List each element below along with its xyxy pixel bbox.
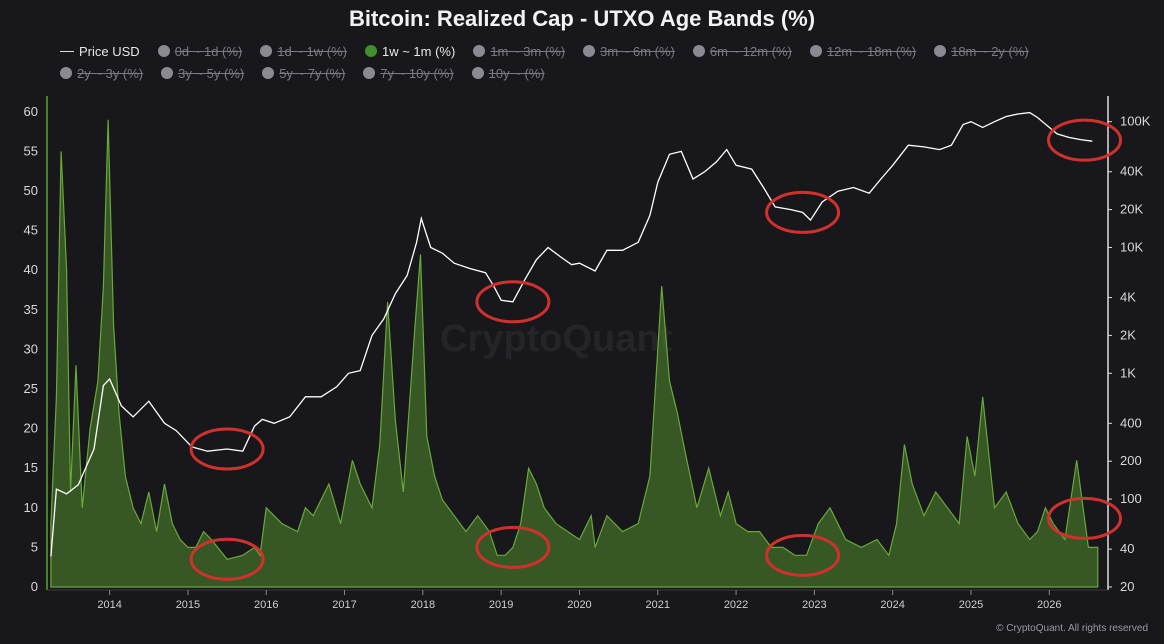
y-left-tick-label: 60	[24, 104, 38, 119]
x-tick-label: 2018	[411, 599, 435, 611]
y-right-tick-label: 400	[1120, 415, 1142, 430]
legend-label: 18m ~ 2y (%)	[951, 44, 1029, 59]
y-right-tick-label: 20	[1120, 579, 1134, 594]
y-right-tick-label: 1K	[1120, 365, 1136, 380]
legend-swatch	[934, 45, 947, 57]
y-right-tick-label: 4K	[1120, 290, 1136, 305]
y-left-tick-label: 55	[24, 143, 38, 158]
annotation-ellipse-1	[475, 280, 551, 324]
legend-swatch	[161, 67, 174, 79]
legend-swatch	[809, 45, 822, 57]
y-left-tick-label: 5	[31, 539, 38, 554]
annotation-ellipse-5	[475, 525, 551, 569]
legend-label: 1w ~ 1m (%)	[382, 44, 456, 59]
x-tick-label: 2015	[176, 599, 200, 611]
y-left-tick-label: 45	[24, 223, 38, 238]
y-right-tick-label: 10K	[1120, 239, 1143, 254]
legend-swatch	[692, 45, 705, 57]
legend-item-10[interactable]: 3y ~ 5y (%)	[161, 63, 244, 85]
x-tick-label: 2026	[1037, 599, 1061, 611]
copyright-text: © CryptoQuant. All rights reserved	[996, 623, 1148, 634]
annotation-ellipse-0	[189, 427, 265, 471]
legend-item-4[interactable]: 1m ~ 3m (%)	[473, 41, 565, 63]
legend-label: 7y ~ 10y (%)	[380, 66, 454, 81]
legend-item-2[interactable]: 1d ~ 1w (%)	[260, 41, 347, 63]
x-tick-label: 2017	[332, 599, 356, 611]
y-left-tick-label: 50	[24, 183, 38, 198]
legend-item-11[interactable]: 5y ~ 7y (%)	[262, 63, 345, 85]
x-tick-label: 2014	[97, 599, 121, 611]
legend-label: 1m ~ 3m (%)	[490, 44, 566, 59]
legend-item-3[interactable]: 1w ~ 1m (%)	[365, 41, 455, 63]
y-left-tick-label: 30	[24, 341, 38, 356]
legend-label: 1d ~ 1w (%)	[277, 44, 347, 59]
y-left-tick-label: 25	[24, 381, 38, 396]
chart-title: Bitcoin: Realized Cap - UTXO Age Bands (…	[348, 6, 816, 31]
y-left-tick-label: 40	[24, 262, 38, 277]
legend-label: 0d ~ 1d (%)	[174, 44, 243, 59]
area-series-1w-1m	[50, 119, 1099, 588]
legend-swatch	[471, 67, 484, 79]
x-tick-label: 2022	[724, 599, 748, 611]
y-right-tick-label: 100K	[1120, 114, 1151, 129]
x-tick-label: 2020	[567, 599, 591, 611]
legend-item-13[interactable]: 10y ~ (%)	[471, 63, 545, 85]
annotation-ellipse-4	[189, 537, 265, 581]
y-right-tick-label: 200	[1120, 453, 1142, 468]
legend-item-6[interactable]: 6m ~ 12m (%)	[692, 41, 792, 63]
x-tick-label: 2024	[880, 599, 904, 611]
legend-swatch	[473, 45, 486, 57]
legend-item-5[interactable]: 3m ~ 6m (%)	[583, 41, 675, 63]
legend-swatch	[363, 67, 376, 79]
legend-label: 6m ~ 12m (%)	[709, 44, 792, 59]
legend-swatch	[365, 45, 377, 57]
y-right-tick-label: 20K	[1120, 202, 1143, 217]
x-tick-label: 2023	[802, 599, 826, 611]
legend-item-7[interactable]: 12m ~ 18m (%)	[809, 41, 917, 63]
legend-item-0[interactable]: Price USD	[60, 41, 140, 63]
legend-label: 3y ~ 5y (%)	[178, 66, 245, 81]
x-tick-label: 2025	[959, 599, 983, 611]
legend-item-1[interactable]: 0d ~ 1d (%)	[157, 41, 243, 63]
price-usd-line	[50, 111, 1093, 557]
y-right-tick-label: 100	[1120, 491, 1142, 506]
legend-swatch	[157, 45, 170, 57]
legend-swatch	[583, 45, 596, 57]
legend-label: 5y ~ 7y (%)	[279, 66, 346, 81]
y-left-tick-label: 10	[24, 500, 38, 515]
y-left-tick-label: 15	[24, 460, 38, 475]
x-tick-label: 2019	[489, 599, 513, 611]
legend-swatch	[260, 45, 273, 57]
legend-label: 2y ~ 3y (%)	[77, 66, 144, 81]
annotation-ellipse-7	[1047, 496, 1123, 540]
chart-legend: Price USD 0d ~ 1d (%) 1d ~ 1w (%) 1w ~ 1m (…	[60, 41, 1140, 85]
legend-swatch	[60, 67, 72, 79]
legend-swatch	[262, 67, 275, 79]
annotation-ellipse-6	[765, 533, 841, 577]
y-right-tick-label: 2K	[1120, 327, 1136, 342]
legend-label: 3m ~ 6m (%)	[600, 44, 675, 59]
legend-label: 10y ~ (%)	[488, 66, 545, 81]
y-left-tick-label: 0	[31, 579, 38, 594]
annotation-ellipse-2	[765, 190, 841, 234]
x-tick-label: 2021	[646, 599, 670, 611]
watermark: CryptoQuant	[440, 318, 673, 360]
legend-label: 12m ~ 18m (%)	[826, 44, 917, 59]
legend-item-12[interactable]: 7y ~ 10y (%)	[363, 63, 454, 85]
y-left-tick-label: 20	[24, 421, 38, 436]
y-right-tick-label: 40	[1120, 541, 1134, 556]
x-tick-label: 2016	[254, 599, 278, 611]
legend-swatch	[60, 51, 74, 52]
annotation-ellipse-3	[1047, 118, 1123, 162]
y-right-tick-label: 40K	[1120, 164, 1143, 179]
legend-item-8[interactable]: 18m ~ 2y (%)	[934, 41, 1029, 63]
legend-label: Price USD	[79, 44, 140, 59]
legend-item-9[interactable]: 2y ~ 3y (%)	[60, 63, 143, 85]
y-left-tick-label: 35	[24, 302, 38, 317]
